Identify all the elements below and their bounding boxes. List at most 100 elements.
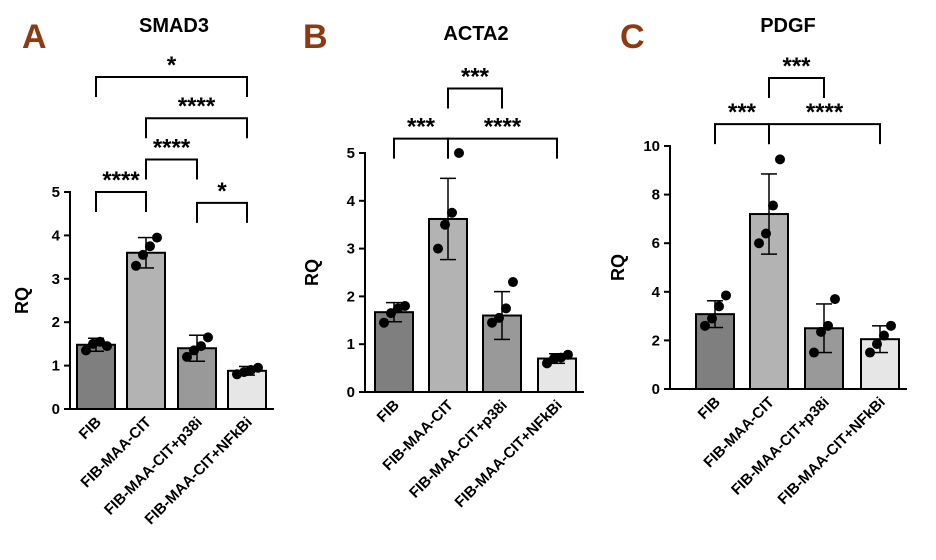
data-point (182, 351, 192, 362)
y-tick-label: 0 (652, 381, 660, 398)
panel-c: C PDGF0246810RQFIBFIB-MAA-CITFIB-MAA-CIT+… (608, 15, 907, 508)
bar (126, 251, 166, 410)
y-tick-label: 2 (52, 314, 60, 331)
data-point (775, 154, 785, 165)
data-point (830, 294, 840, 305)
significance-label: * (217, 178, 227, 205)
panel-label: C (620, 18, 645, 56)
panel-label: A (22, 18, 47, 56)
y-tick-label: 2 (347, 288, 355, 305)
y-axis-label: RQ (608, 254, 628, 281)
data-point (761, 228, 771, 239)
y-tick-label: 6 (652, 235, 660, 252)
y-tick-label: 3 (347, 241, 355, 258)
data-point (816, 326, 826, 337)
chart-title: ACTA2 (443, 23, 508, 45)
significance-bracket (714, 123, 770, 145)
significance-label: **** (806, 99, 844, 126)
data-point (447, 207, 457, 218)
data-point (81, 345, 91, 356)
category-label: FIB-MAA-CIT+p38i (406, 397, 511, 502)
data-point (872, 339, 882, 350)
data-point (138, 249, 148, 260)
y-axis-label: RQ (302, 259, 322, 286)
significance-bracket (393, 137, 449, 159)
y-tick-label: 4 (347, 193, 356, 210)
data-point (203, 332, 213, 343)
panel-label: B (303, 18, 328, 56)
data-point (542, 358, 552, 369)
data-point (440, 219, 450, 230)
data-point (494, 312, 504, 323)
y-tick-label: 8 (652, 187, 660, 204)
data-point (196, 341, 206, 352)
significance-bracket (447, 137, 558, 159)
category-label: FIB-MAA-CIT+p38i (728, 394, 833, 499)
data-point (487, 317, 497, 328)
significance-label: **** (102, 167, 140, 194)
data-point (809, 347, 819, 358)
data-point (501, 303, 511, 314)
data-point (400, 300, 410, 311)
data-point (768, 200, 778, 211)
data-point (721, 290, 731, 301)
significance-bracket (95, 75, 248, 97)
significance-bracket (768, 76, 825, 98)
significance-bracket (145, 117, 248, 139)
y-axis-label: RQ (12, 287, 32, 314)
y-tick-label: 0 (347, 384, 355, 401)
data-point (563, 349, 573, 360)
y-tick-label: 3 (52, 271, 60, 288)
significance-label: **** (484, 114, 522, 141)
category-label: FIB-MAA-CIT+NFkBi (775, 394, 889, 508)
category-label: FIB (374, 397, 403, 426)
category-label: FIB (695, 394, 724, 423)
y-tick-label: 5 (347, 145, 355, 162)
category-label: FIB (76, 414, 105, 443)
y-tick-label: 0 (52, 401, 60, 418)
category-label: FIB-MAA-CIT+NFkBi (452, 397, 566, 511)
data-point (145, 241, 155, 252)
data-point (386, 308, 396, 319)
y-tick-label: 5 (52, 184, 60, 201)
data-point (879, 330, 889, 341)
significance-bracket (145, 158, 198, 180)
data-point (886, 320, 896, 331)
y-tick-label: 4 (52, 227, 61, 244)
data-point (379, 317, 389, 328)
y-tick-label: 1 (347, 336, 355, 353)
significance-label: *** (782, 53, 811, 80)
data-point (508, 277, 518, 288)
significance-bracket (95, 191, 147, 212)
bar (76, 343, 116, 411)
significance-bracket (447, 87, 503, 109)
bar (227, 369, 267, 411)
chart-title: PDGF (760, 15, 816, 37)
y-tick-label: 10 (643, 138, 660, 155)
panel-a: A SMAD3012345RQFIBFIB-MAA-CITFIB-MAA-CIT+… (12, 15, 274, 528)
data-point (823, 320, 833, 331)
significance-label: * (167, 52, 177, 79)
data-point (131, 260, 141, 271)
data-point (102, 341, 112, 352)
data-point (454, 148, 464, 158)
y-tick-label: 2 (652, 332, 660, 349)
panel-b: B ACTA2012345RQFIBFIB-MAA-CITFIB-MAA-CIT+… (302, 18, 584, 511)
data-point (433, 243, 443, 254)
y-tick-label: 4 (652, 284, 661, 301)
significance-label: *** (461, 63, 490, 90)
data-point (707, 313, 717, 324)
data-point (754, 238, 764, 249)
significance-label: **** (178, 93, 216, 120)
significance-bracket (768, 123, 881, 145)
data-point (714, 301, 724, 312)
significance-label: *** (407, 114, 436, 141)
data-point (865, 347, 875, 358)
significance-label: **** (153, 134, 191, 161)
significance-label: *** (728, 99, 757, 126)
data-point (152, 232, 162, 243)
y-tick-label: 1 (52, 358, 60, 375)
data-point (700, 320, 710, 331)
data-point (253, 362, 263, 373)
